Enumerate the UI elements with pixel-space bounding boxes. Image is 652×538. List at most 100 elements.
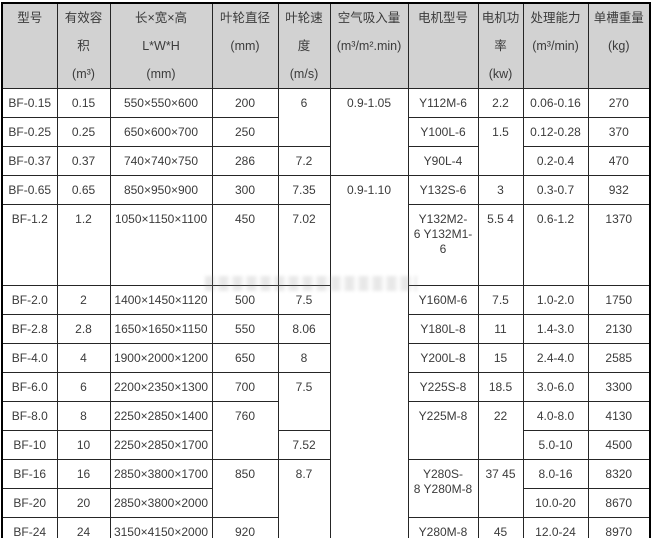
col-header-capacity: 处理能力 (m³/min): [522, 2, 589, 89]
cell-volume: 20: [56, 488, 111, 518]
cell-motor-power: 37 45: [477, 459, 524, 518]
cell-dimensions: 550×550×600: [109, 88, 213, 118]
cell-impeller-speed: 8: [277, 343, 331, 373]
cell-impeller-diameter: 920: [211, 517, 279, 538]
cell-volume: 4: [56, 343, 111, 373]
cell-dimensions: 3150×4150×2000: [109, 517, 213, 538]
cell-motor-power: 22: [477, 401, 524, 460]
cell-impeller-diameter: 700: [211, 372, 279, 402]
cell-dimensions: 740×740×750: [109, 146, 213, 176]
cell-volume: 0.65: [56, 175, 111, 205]
cell-model: BF-4.0: [1, 343, 58, 373]
cell-impeller-diameter: 650: [211, 343, 279, 373]
cell-volume: 24: [56, 517, 111, 538]
cell-motor-model: Y112M-6: [407, 88, 479, 118]
cell-motor-model: Y280S- 8 Y280M-8: [407, 459, 479, 518]
col-header-motor-power: 电机功 率 (kw): [477, 2, 524, 89]
cell-impeller-diameter: 286: [211, 146, 279, 176]
cell-capacity: 10.0-20: [522, 488, 589, 518]
cell-motor-model: Y90L-4: [407, 146, 479, 176]
cell-impeller-diameter: 200: [211, 88, 279, 118]
cell-motor-power: 11: [477, 314, 524, 344]
cell-motor-power: 15: [477, 343, 524, 373]
cell-motor-power: 5.5 4: [477, 204, 524, 286]
cell-impeller-speed: 7.5: [277, 372, 331, 431]
cell-dimensions: 2250×2850×1700: [109, 430, 213, 460]
table-row: BF-0.15 0.15 550×550×600 200 6 0.9-1.05 …: [1, 88, 651, 176]
cell-dimensions: 850×950×900: [109, 175, 213, 205]
cell-capacity: 1.4-3.0: [522, 314, 589, 344]
cell-dimensions: 2850×3800×2000: [109, 488, 213, 518]
cell-weight: 4130: [587, 401, 651, 431]
cell-motor-power: 7.5: [477, 285, 524, 315]
cell-dimensions: 1400×1450×1120: [109, 285, 213, 315]
col-header-weight: 单槽重量 (kg): [587, 2, 651, 89]
cell-motor-model: Y160M-6: [407, 285, 479, 315]
table-row: BF-4.0 4 1900×2000×1200 650 8 Y200L-8 15…: [1, 343, 651, 373]
cell-air-suction: 0.9-1.05: [329, 88, 409, 176]
cell-motor-model: Y132S-6: [407, 175, 479, 205]
col-header-model: 型号: [1, 2, 58, 89]
cell-weight: 1750: [587, 285, 651, 315]
cell-motor-model: Y280M-8: [407, 517, 479, 538]
cell-impeller-diameter: 250: [211, 117, 279, 147]
col-header-air-suction: 空气吸入量 (m³/m².min): [329, 2, 409, 89]
cell-motor-power: 3: [477, 175, 524, 205]
cell-motor-power: 18.5: [477, 372, 524, 402]
col-header-impeller-diameter: 叶轮直径 (mm): [211, 2, 279, 89]
cell-impeller-speed: 7.02: [277, 204, 331, 286]
cell-capacity: 0.2-0.4: [522, 146, 589, 176]
cell-weight: 470: [587, 146, 651, 176]
cell-model: BF-1.2: [1, 204, 58, 286]
cell-motor-power: 1.5: [477, 117, 524, 176]
cell-dimensions: 650×600×700: [109, 117, 213, 147]
cell-volume: 6: [56, 372, 111, 402]
cell-motor-model: Y200L-8: [407, 343, 479, 373]
table-row: BF-2.0 2 1400×1450×1120 500 7.5 Y160M-6 …: [1, 285, 651, 315]
cell-dimensions: 1650×1650×1150: [109, 314, 213, 344]
col-header-volume: 有效容 积 (m³): [56, 2, 111, 89]
cell-capacity: 0.3-0.7: [522, 175, 589, 205]
cell-impeller-speed: 6: [277, 88, 331, 147]
cell-volume: 2: [56, 285, 111, 315]
cell-impeller-diameter: 300: [211, 175, 279, 205]
cell-weight: 8320: [587, 459, 651, 489]
cell-weight: 270: [587, 88, 651, 118]
header-row: 型号 有效容 积 (m³) 长×宽×高 L*W*H (mm) 叶轮直径 (mm)…: [1, 2, 651, 89]
cell-air-suction: 0.9-1.10: [329, 175, 409, 538]
cell-volume: 0.15: [56, 88, 111, 118]
table-row: BF-0.37 0.37 740×740×750 286 7.2 Y90L-4 …: [1, 146, 651, 176]
col-header-motor-model: 电机型号: [407, 2, 479, 89]
cell-model: BF-16: [1, 459, 58, 489]
cell-model: BF-0.37: [1, 146, 58, 176]
table-row: BF-1.2 1.2 1050×1150×1100 450 7.02 Y132M…: [1, 204, 651, 286]
cell-capacity: 2.4-4.0: [522, 343, 589, 373]
cell-model: BF-2.8: [1, 314, 58, 344]
cell-weight: 932: [587, 175, 651, 205]
cell-dimensions: 2250×2850×1400: [109, 401, 213, 431]
cell-model: BF-10: [1, 430, 58, 460]
cell-weight: 8670: [587, 488, 651, 518]
cell-weight: 1370: [587, 204, 651, 286]
cell-impeller-speed: 7.52: [277, 430, 331, 460]
cell-model: BF-0.25: [1, 117, 58, 147]
col-header-dimensions: 长×宽×高 L*W*H (mm): [109, 2, 213, 89]
cell-model: BF-20: [1, 488, 58, 518]
cell-weight: 8970: [587, 517, 651, 538]
cell-dimensions: 2850×3800×1700: [109, 459, 213, 489]
cell-model: BF-0.65: [1, 175, 58, 205]
cell-impeller-speed: 7.2: [277, 146, 331, 176]
cell-capacity: 8.0-16: [522, 459, 589, 489]
cell-model: BF-0.15: [1, 88, 58, 118]
table-row: BF-6.0 6 2200×2350×1300 700 7.5 Y225S-8 …: [1, 372, 651, 431]
table-row: BF-0.65 0.65 850×950×900 300 7.35 0.9-1.…: [1, 175, 651, 538]
cell-motor-model: Y225S-8: [407, 372, 479, 402]
cell-impeller-diameter: 500: [211, 285, 279, 315]
cell-model: BF-8.0: [1, 401, 58, 431]
cell-impeller-speed: 8.06: [277, 314, 331, 344]
cell-impeller-diameter: 550: [211, 314, 279, 344]
cell-capacity: 1.0-2.0: [522, 285, 589, 315]
cell-motor-model: Y100L-6: [407, 117, 479, 147]
